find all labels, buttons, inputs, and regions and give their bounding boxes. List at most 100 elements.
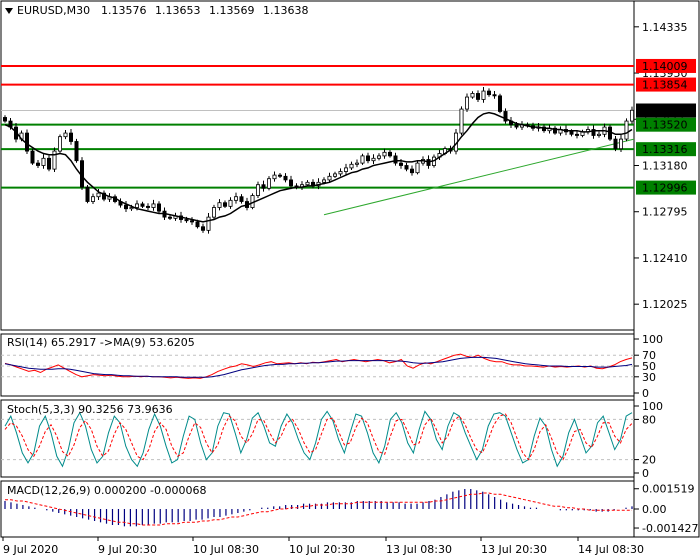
candle[interactable] xyxy=(96,189,101,200)
candle[interactable] xyxy=(228,197,233,209)
candle[interactable] xyxy=(69,128,74,145)
candle[interactable] xyxy=(553,126,558,135)
candle[interactable] xyxy=(404,162,409,172)
candle[interactable] xyxy=(41,154,46,169)
candle-body xyxy=(343,167,348,172)
candle[interactable] xyxy=(409,165,414,176)
candle[interactable] xyxy=(233,192,238,204)
candle-body xyxy=(52,150,57,170)
candle[interactable] xyxy=(58,134,63,153)
candle[interactable] xyxy=(85,184,90,204)
candle[interactable] xyxy=(151,199,156,211)
candle-body xyxy=(47,157,52,170)
candle[interactable] xyxy=(206,213,211,234)
candle[interactable] xyxy=(503,108,508,124)
candle-body xyxy=(156,203,161,212)
candle[interactable] xyxy=(464,93,469,112)
candle[interactable] xyxy=(470,91,475,99)
stoch-axis-label: 20 xyxy=(642,454,656,467)
candle[interactable] xyxy=(360,153,365,165)
candle[interactable] xyxy=(597,131,602,138)
candle[interactable] xyxy=(624,118,629,142)
candle[interactable] xyxy=(613,135,618,152)
macd-panel[interactable] xyxy=(4,489,633,527)
candle[interactable] xyxy=(211,204,216,220)
candle[interactable] xyxy=(91,193,96,205)
candle[interactable] xyxy=(36,159,41,168)
candle[interactable] xyxy=(217,199,222,211)
candle[interactable] xyxy=(619,135,624,152)
symbol-menu-triangle-icon[interactable] xyxy=(5,8,13,14)
candle[interactable] xyxy=(382,148,387,159)
candle[interactable] xyxy=(459,106,464,136)
candle[interactable] xyxy=(80,157,85,190)
candle-body xyxy=(619,138,624,150)
candle[interactable] xyxy=(156,201,161,214)
candle[interactable] xyxy=(52,147,57,172)
candle[interactable] xyxy=(365,152,370,164)
candle[interactable] xyxy=(30,148,35,165)
candle[interactable] xyxy=(167,214,172,221)
candle-body xyxy=(321,179,326,183)
candle[interactable] xyxy=(24,129,29,154)
candle[interactable] xyxy=(415,160,420,175)
candle[interactable] xyxy=(591,125,596,139)
candle[interactable] xyxy=(74,138,79,163)
candle[interactable] xyxy=(575,130,580,139)
candle-body xyxy=(481,90,486,100)
candle[interactable] xyxy=(327,172,332,183)
candle-body xyxy=(404,165,409,170)
candle[interactable] xyxy=(124,201,129,212)
candle[interactable] xyxy=(387,150,392,158)
candle[interactable] xyxy=(222,200,227,209)
candle[interactable] xyxy=(492,91,497,99)
candle[interactable] xyxy=(63,129,68,140)
candle[interactable] xyxy=(497,93,502,114)
level-label-1.13854: 1.13854 xyxy=(642,79,688,92)
candle[interactable] xyxy=(145,203,150,211)
candle[interactable] xyxy=(349,161,354,171)
candle[interactable] xyxy=(200,223,205,233)
candle[interactable] xyxy=(3,115,8,123)
candle[interactable] xyxy=(354,159,359,168)
candle[interactable] xyxy=(189,217,194,225)
candle[interactable] xyxy=(481,86,486,103)
candle[interactable] xyxy=(630,106,635,124)
candle-body xyxy=(591,129,596,136)
candle[interactable] xyxy=(288,175,293,190)
candle[interactable] xyxy=(47,155,52,172)
candle[interactable] xyxy=(299,181,304,190)
candle[interactable] xyxy=(255,181,260,199)
candle[interactable] xyxy=(508,116,513,128)
stochastic-panel[interactable] xyxy=(4,410,633,468)
candle[interactable] xyxy=(140,201,145,209)
candle-body xyxy=(503,111,508,122)
candle[interactable] xyxy=(486,88,491,97)
candle[interactable] xyxy=(580,129,585,138)
candle[interactable] xyxy=(558,126,563,136)
candle-body xyxy=(415,162,420,174)
candle[interactable] xyxy=(266,176,271,191)
time-axis-label: 9 Jul 20:30 xyxy=(98,543,157,556)
candle[interactable] xyxy=(277,172,282,179)
candle[interactable] xyxy=(376,153,381,161)
rsi-panel[interactable] xyxy=(4,353,633,379)
stoch-axis-label: 100 xyxy=(642,400,663,413)
candle[interactable] xyxy=(393,152,398,166)
candle[interactable] xyxy=(371,154,376,164)
candle[interactable] xyxy=(118,198,123,208)
candle[interactable] xyxy=(343,163,348,175)
candle[interactable] xyxy=(586,126,591,135)
candle[interactable] xyxy=(261,180,266,192)
candle[interactable] xyxy=(239,194,244,204)
rsi-title: RSI(14) 65.2917 ->MA(9) 53.6205 xyxy=(7,336,195,349)
candle[interactable] xyxy=(272,171,277,182)
candle[interactable] xyxy=(283,173,288,183)
candle[interactable] xyxy=(332,171,337,179)
candle[interactable] xyxy=(338,168,343,177)
candle[interactable] xyxy=(475,90,480,102)
candle-body xyxy=(96,192,101,198)
candle[interactable] xyxy=(250,193,255,210)
price-panel[interactable] xyxy=(1,64,635,234)
candle[interactable] xyxy=(102,190,107,202)
